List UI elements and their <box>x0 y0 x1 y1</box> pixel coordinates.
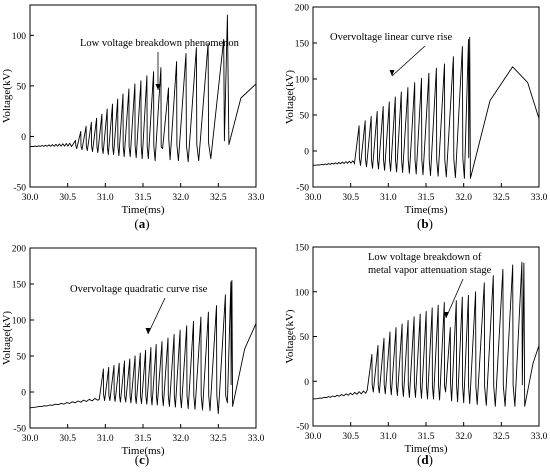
x-tick-label: 30.0 <box>305 193 322 203</box>
y-tick-label: 100 <box>295 76 310 86</box>
voltage-waveform <box>29 14 257 163</box>
annotation-text: Low voltage breakdown phenomenon <box>80 38 240 49</box>
x-tick-label: 32.5 <box>493 432 510 442</box>
y-axis-label: Voltage(kV) <box>284 70 296 125</box>
x-tick-label: 31.0 <box>380 432 397 442</box>
x-tick-label: 32.0 <box>172 193 189 203</box>
x-tick-label: 31.0 <box>97 193 114 203</box>
x-tick-label: 32.5 <box>210 434 227 444</box>
panel-a: 30.0 30.5 31.0 31.5 32.0 32.5 33.0 -50 0 50 100 Tim… <box>1 4 265 231</box>
y-tick-label: 150 <box>12 281 27 291</box>
y-axis-label: Voltage(kV) <box>1 311 13 366</box>
y-tick-label: -50 <box>13 425 26 435</box>
x-tick-label: 32.5 <box>493 193 510 203</box>
y-tick-label: 0 <box>21 133 26 143</box>
y-tick-label: 100 <box>12 32 27 42</box>
y-axis-label: Voltage(kV) <box>1 69 13 124</box>
y-axis-label: Voltage(kV) <box>284 309 296 364</box>
panel-label: (c) <box>135 452 149 467</box>
x-tick-label: 32.0 <box>455 432 472 442</box>
x-tick-label: 30.0 <box>22 434 39 444</box>
x-tick-label: 31.5 <box>135 193 152 203</box>
x-axis-label: Time(ms) <box>405 204 448 216</box>
x-tick-label: 33.0 <box>531 193 548 203</box>
x-tick-label: 31.5 <box>135 434 152 444</box>
annotation-arrowhead <box>389 70 395 76</box>
x-tick-label: 31.0 <box>380 193 397 203</box>
annotation-text: Low voltage breakdown of <box>368 252 482 263</box>
annotation-arrowhead <box>443 312 449 318</box>
annotation-arrowhead <box>155 84 161 90</box>
panel-b: 30.0 30.5 31.0 31.5 32.0 32.5 33.0 -50 0 50 100 150… <box>284 4 548 232</box>
annotation-arrow <box>445 278 464 319</box>
y-tick-label: 50 <box>17 353 27 363</box>
x-axis-label: Time(ms) <box>122 445 165 457</box>
x-tick-label: 33.0 <box>248 193 265 203</box>
x-tick-label: 32.0 <box>455 193 472 203</box>
x-tick-label: 30.5 <box>59 193 76 203</box>
x-tick-label: 31.5 <box>418 432 435 442</box>
x-tick-label: 31.0 <box>97 434 114 444</box>
x-tick-label: 31.5 <box>418 193 435 203</box>
x-tick-label: 33.0 <box>248 434 265 444</box>
annotation-text: metal vapor attenuation stage <box>368 265 492 276</box>
y-tick-label: -50 <box>296 184 309 194</box>
y-tick-label: 50 <box>17 82 27 92</box>
y-tick-label: 0 <box>21 389 26 399</box>
x-tick-label: 30.0 <box>305 432 322 442</box>
y-tick-label: 0 <box>304 148 309 158</box>
panel-d: 30.0 30.5 31.0 31.5 32.0 32.5 33.0 -50 0 50 100 150… <box>284 244 548 468</box>
plot-frame <box>29 247 257 429</box>
annotation-arrow <box>147 297 166 335</box>
y-tick-label: -50 <box>296 423 309 433</box>
x-axis-label: Time(ms) <box>122 204 165 216</box>
x-tick-label: 33.0 <box>531 432 548 442</box>
annotation-text: Overvoltage quadratic curve rise <box>70 284 208 295</box>
annotation-arrowhead <box>145 328 151 334</box>
y-tick-label: 200 <box>12 245 27 255</box>
y-tick-label: 50 <box>300 333 310 343</box>
voltage-waveform <box>29 279 257 415</box>
panel-c: 30.0 30.5 31.0 31.5 32.0 32.5 33.0 -50 0 50 100 150… <box>1 245 265 468</box>
x-tick-label: 32.0 <box>172 434 189 444</box>
y-tick-label: 100 <box>295 288 310 298</box>
voltage-waveform <box>312 261 540 407</box>
x-tick-label: 30.5 <box>342 432 359 442</box>
annotation-text: Overvoltage linear curve rise <box>330 32 452 43</box>
y-tick-label: 150 <box>295 40 310 50</box>
y-tick-label: 150 <box>295 244 310 254</box>
y-tick-label: 50 <box>300 112 310 122</box>
y-tick-label: 0 <box>304 378 309 388</box>
y-tick-label: -50 <box>13 184 26 194</box>
x-tick-label: 30.0 <box>22 193 39 203</box>
x-axis-label: Time(ms) <box>405 443 448 455</box>
y-tick-label: 200 <box>295 4 310 14</box>
x-tick-label: 30.5 <box>59 434 76 444</box>
panel-label: (b) <box>417 216 433 231</box>
panel-label: (d) <box>417 452 433 467</box>
x-tick-label: 30.5 <box>342 193 359 203</box>
voltage-waveform <box>312 36 540 179</box>
plot-frame <box>29 4 257 188</box>
y-tick-label: 100 <box>12 317 27 327</box>
panel-label: (a) <box>134 216 149 231</box>
annotation-arrow <box>391 45 426 77</box>
x-tick-label: 32.5 <box>210 193 227 203</box>
